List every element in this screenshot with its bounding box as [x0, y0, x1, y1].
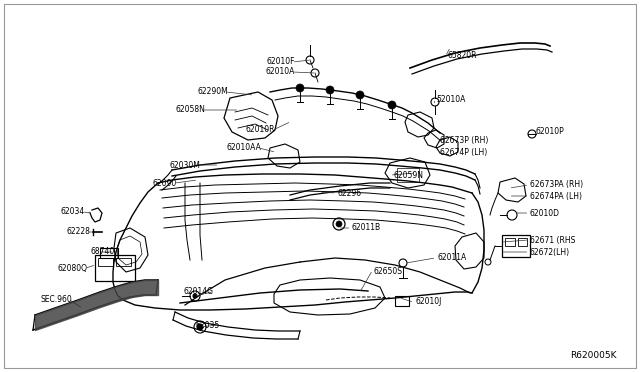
Text: 62080Q: 62080Q [58, 263, 88, 273]
Text: 62010D: 62010D [530, 208, 560, 218]
Text: SEC.960: SEC.960 [40, 295, 72, 305]
Text: 62011B: 62011B [352, 224, 381, 232]
Circle shape [326, 86, 334, 94]
Text: 62010AA: 62010AA [226, 144, 261, 153]
Bar [98, 258, 113, 266]
Text: 62010R: 62010R [246, 125, 275, 135]
Text: 62034: 62034 [61, 208, 85, 217]
Text: 62674P (LH): 62674P (LH) [440, 148, 487, 157]
Text: 62035: 62035 [196, 321, 220, 330]
Circle shape [197, 324, 203, 330]
Circle shape [296, 84, 304, 92]
Bar [95, 255, 135, 281]
Text: 62673PA (RH): 62673PA (RH) [530, 180, 583, 189]
Text: 62672(LH): 62672(LH) [530, 247, 570, 257]
Circle shape [356, 91, 364, 99]
Text: R620005K: R620005K [570, 350, 617, 359]
Text: 65820R: 65820R [448, 51, 477, 60]
Circle shape [388, 101, 396, 109]
Text: 62296: 62296 [337, 189, 361, 198]
Bar [397, 168, 419, 182]
Bar [395, 296, 409, 306]
Text: 62674PA (LH): 62674PA (LH) [530, 192, 582, 201]
Text: 62059N: 62059N [393, 170, 423, 180]
Circle shape [336, 221, 342, 227]
Text: 62228: 62228 [66, 228, 90, 237]
Text: 52010A: 52010A [436, 96, 465, 105]
Bar [116, 258, 131, 266]
Text: 62011A: 62011A [437, 253, 467, 263]
Bar [518, 238, 527, 246]
Text: 62290M: 62290M [197, 87, 228, 96]
Text: 62671 (RHS: 62671 (RHS [530, 235, 575, 244]
Text: 62650S: 62650S [374, 266, 403, 276]
Text: 62058N: 62058N [175, 106, 205, 115]
Text: 62673P (RH): 62673P (RH) [440, 135, 488, 144]
Text: 62030M: 62030M [169, 160, 200, 170]
Text: 68740: 68740 [91, 247, 115, 257]
Text: 62010F: 62010F [266, 58, 295, 67]
Circle shape [193, 294, 197, 298]
Text: 62010P: 62010P [536, 128, 564, 137]
Text: 62090: 62090 [153, 179, 177, 187]
Bar [100, 248, 118, 258]
Bar [502, 235, 530, 257]
Text: 62010A: 62010A [266, 67, 295, 77]
Text: 62010J: 62010J [415, 298, 442, 307]
Text: 62014G: 62014G [184, 288, 214, 296]
Bar [505, 238, 515, 246]
